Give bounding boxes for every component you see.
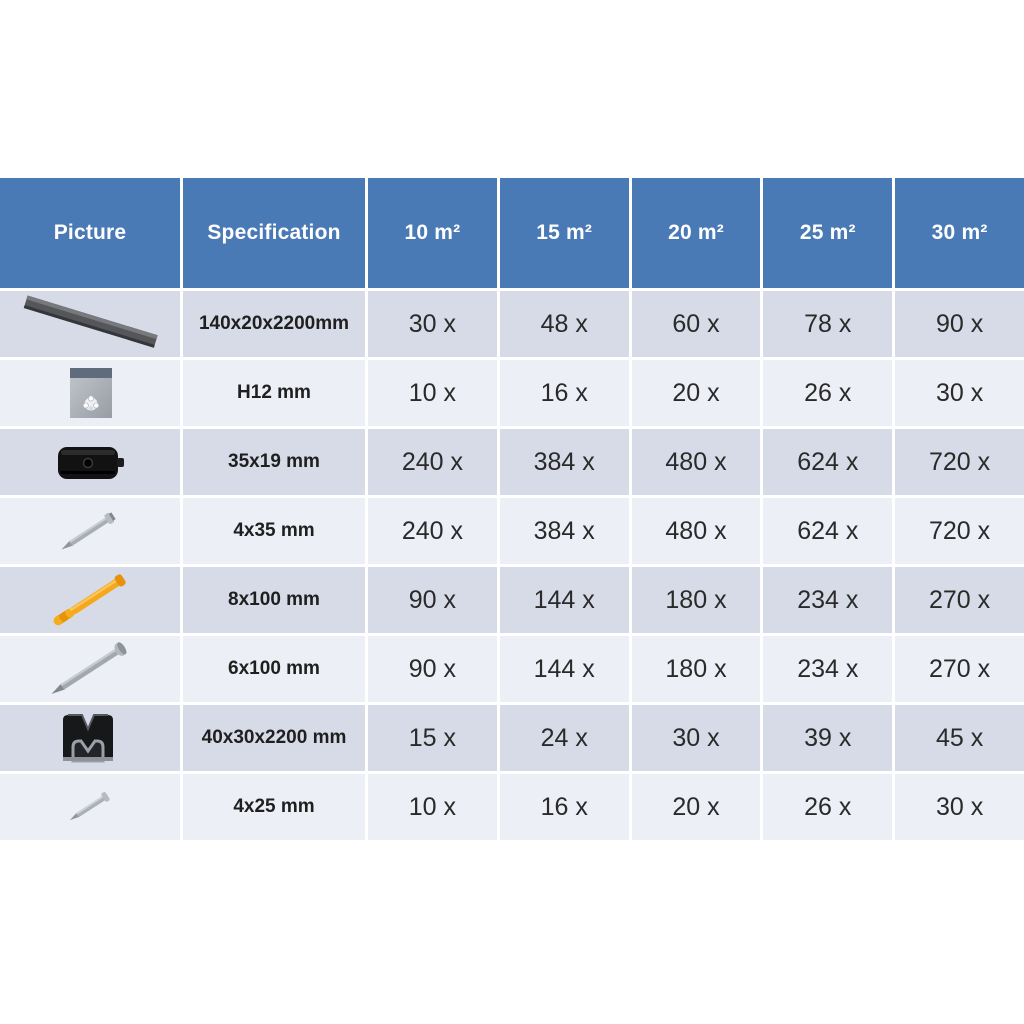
col-header-10m2: 10 m² [368, 178, 497, 288]
table-row-6-qty-15m2: 144 x [499, 636, 629, 702]
table-row-8-picture [0, 774, 180, 840]
table-row-2-qty-15m2: 16 x [499, 360, 629, 426]
table-row-2-spec: H12 mm [183, 360, 365, 426]
table-row-7-qty-10m2: 15 x [368, 705, 497, 771]
table-row-6-qty-10m2: 90 x [368, 636, 497, 702]
table-row-6-qty-25m2: 234 x [763, 636, 893, 702]
table-row-7-qty-20m2: 30 x [631, 705, 761, 771]
table-row-5-picture [0, 567, 180, 633]
decking-board-icon [10, 293, 170, 355]
table-row-4-qty-25m2: 624 x [763, 498, 893, 564]
table-row-1-qty-15m2: 48 x [499, 291, 629, 357]
table-row-3-picture [0, 429, 180, 495]
col-header-20m2: 20 m² [631, 178, 761, 288]
table-row-8-qty-15m2: 16 x [499, 774, 629, 840]
table-row-2-picture [0, 360, 180, 426]
table-row-7-picture [0, 705, 180, 771]
col-header-30m2: 30 m² [895, 178, 1024, 288]
table-row-8-qty-20m2: 20 x [631, 774, 761, 840]
table-row-6-qty-20m2: 180 x [631, 636, 761, 702]
table-row-3-qty-30m2: 720 x [895, 429, 1024, 495]
table-row-5-qty-20m2: 180 x [631, 567, 761, 633]
table-row-4-qty-20m2: 480 x [631, 498, 761, 564]
table-row-7-qty-15m2: 24 x [499, 705, 629, 771]
table-row-8-qty-30m2: 30 x [895, 774, 1024, 840]
table-row-1-qty-10m2: 30 x [368, 291, 497, 357]
table-row-7-qty-30m2: 45 x [895, 705, 1024, 771]
table-row-4-qty-10m2: 240 x [368, 498, 497, 564]
plastic-clip-icon [10, 431, 170, 493]
table-row-4-picture [0, 498, 180, 564]
table-row-5-qty-10m2: 90 x [368, 567, 497, 633]
col-header-15m2: 15 m² [499, 178, 629, 288]
table-row-3-qty-15m2: 384 x [499, 429, 629, 495]
col-header-25m2: 25 m² [763, 178, 893, 288]
table-row-7-spec: 40x30x2200 mm [183, 705, 365, 771]
table-row-6-qty-30m2: 270 x [895, 636, 1024, 702]
table-row-3-qty-20m2: 480 x [631, 429, 761, 495]
table-row-5-spec: 8x100 mm [183, 567, 365, 633]
large-screw-icon [10, 638, 170, 700]
table-row-5-qty-15m2: 144 x [499, 567, 629, 633]
table-row-8-qty-10m2: 10 x [368, 774, 497, 840]
table-row-5-qty-25m2: 234 x [763, 567, 893, 633]
table-row-4-spec: 4x35 mm [183, 498, 365, 564]
table-row-4-qty-30m2: 720 x [895, 498, 1024, 564]
table-row-2-qty-20m2: 20 x [631, 360, 761, 426]
col-header-specification: Specification [183, 178, 365, 288]
table-row-1-qty-25m2: 78 x [763, 291, 893, 357]
table-row-2-qty-25m2: 26 x [763, 360, 893, 426]
table-row-2-qty-10m2: 10 x [368, 360, 497, 426]
joist-profile-icon [10, 707, 170, 769]
table-row-5-qty-30m2: 270 x [895, 567, 1024, 633]
wall-plug-icon [10, 569, 170, 631]
table-row-8-spec: 4x25 mm [183, 774, 365, 840]
table-row-2-qty-30m2: 30 x [895, 360, 1024, 426]
table-row-1-picture [0, 291, 180, 357]
table-row-8-qty-25m2: 26 x [763, 774, 893, 840]
table-row-7-qty-25m2: 39 x [763, 705, 893, 771]
table-row-3-qty-10m2: 240 x [368, 429, 497, 495]
table-row-1-qty-30m2: 90 x [895, 291, 1024, 357]
table-row-4-qty-15m2: 384 x [499, 498, 629, 564]
metal-clip-icon [10, 362, 170, 424]
screw-icon [10, 500, 170, 562]
table-row-1-qty-20m2: 60 x [631, 291, 761, 357]
small-screw-icon [10, 776, 170, 838]
table-row-1-spec: 140x20x2200mm [183, 291, 365, 357]
table-row-6-spec: 6x100 mm [183, 636, 365, 702]
table-row-3-qty-25m2: 624 x [763, 429, 893, 495]
product-quantity-table: Picture Specification 10 m² 15 m² 20 m² … [0, 178, 1024, 840]
table-row-6-picture [0, 636, 180, 702]
table-row-3-spec: 35x19 mm [183, 429, 365, 495]
col-header-picture: Picture [0, 178, 180, 288]
